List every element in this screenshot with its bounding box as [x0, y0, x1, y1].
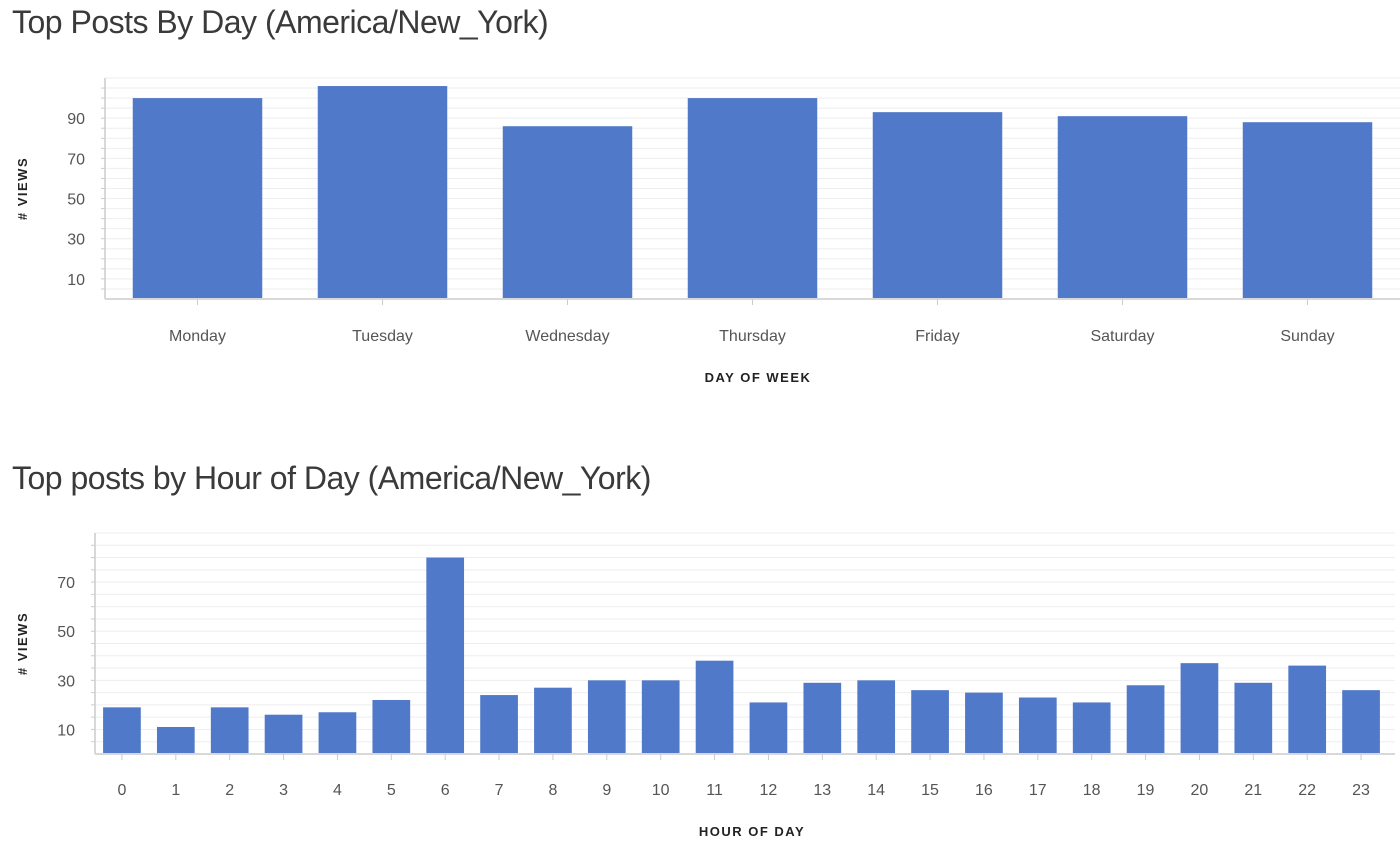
bar-7	[480, 695, 518, 754]
x-tick-label: 11	[706, 782, 723, 799]
bar-18	[1072, 702, 1111, 754]
x-tick-label: 9	[602, 782, 611, 799]
y-tick-label: 90	[67, 111, 85, 128]
x-tick-label: Tuesday	[352, 328, 413, 345]
bar-4	[318, 712, 357, 754]
x-tick-label: Thursday	[719, 328, 786, 345]
x-tick-label: 10	[652, 782, 670, 799]
bar-16	[965, 692, 1003, 754]
bar-5	[372, 699, 411, 754]
bar-friday	[872, 112, 1003, 299]
bar-tuesday	[317, 86, 448, 299]
x-tick-label: 0	[117, 782, 126, 799]
x-axis-title: DAY OF WEEK	[705, 370, 812, 385]
y-tick-label: 70	[57, 575, 75, 592]
bar-thursday	[687, 98, 818, 299]
x-tick-label: 7	[495, 782, 504, 799]
x-tick-label: 3	[279, 782, 288, 799]
bar-22	[1288, 665, 1327, 754]
x-tick-label: 1	[171, 782, 180, 799]
x-tick-label: 14	[867, 782, 885, 799]
x-tick-label: 21	[1244, 782, 1262, 799]
y-tick-label: 10	[57, 722, 75, 739]
bar-17	[1018, 697, 1057, 754]
x-tick-label: Saturday	[1090, 328, 1154, 345]
bar-sunday	[1242, 122, 1373, 299]
x-tick-label: Monday	[169, 328, 226, 345]
x-tick-label: 19	[1137, 782, 1155, 799]
x-tick-label: 17	[1029, 782, 1047, 799]
bar-monday	[132, 98, 263, 299]
x-tick-label: 2	[225, 782, 234, 799]
bar-1	[156, 726, 195, 754]
bar-20	[1180, 663, 1219, 754]
bar-chart-by-day: 10 30 50 70 90 Monday Tuesday Wednesday Thursday…	[15, 77, 1400, 385]
y-tick-label: 50	[67, 192, 85, 209]
x-tick-label: 8	[548, 782, 557, 799]
x-axis-title: HOUR OF DAY	[699, 824, 805, 839]
bar-21	[1234, 682, 1273, 754]
bar-14	[857, 680, 896, 754]
bar-15	[911, 690, 949, 754]
x-tick-label: 23	[1352, 782, 1370, 799]
x-tick-label: 20	[1191, 782, 1209, 799]
x-tick-label: 16	[975, 782, 993, 799]
chart-title-by-day: Top Posts By Day (America/New_York)	[12, 4, 549, 40]
bar-6	[426, 557, 465, 754]
y-tick-label: 50	[57, 624, 75, 641]
bar-2	[210, 707, 249, 754]
y-tick-label: 10	[67, 272, 85, 289]
bar-9	[587, 680, 626, 754]
y-axis-title: # VIEWS	[15, 157, 30, 220]
x-tick-label: 13	[813, 782, 831, 799]
bar-saturday	[1057, 116, 1188, 299]
y-tick-label: 30	[57, 673, 75, 690]
x-tick-label: 6	[441, 782, 450, 799]
bar-23	[1342, 690, 1380, 754]
x-tick-label: Sunday	[1280, 328, 1334, 345]
bar-19	[1126, 685, 1165, 754]
x-tick-label: Wednesday	[525, 328, 609, 345]
x-tick-label: 4	[333, 782, 342, 799]
x-tick-label: 12	[760, 782, 778, 799]
bar-wednesday	[502, 126, 633, 299]
x-tick-label: 15	[921, 782, 939, 799]
bar-10	[641, 680, 680, 754]
chart-title-by-hour: Top posts by Hour of Day (America/New_Yo…	[12, 460, 651, 496]
bar-0	[103, 707, 141, 754]
x-tick-label: Friday	[915, 328, 959, 345]
bar-3	[264, 714, 303, 754]
bar-13	[803, 682, 842, 754]
x-tick-label: 22	[1298, 782, 1316, 799]
y-axis-title: # VIEWS	[15, 612, 30, 675]
y-tick-label: 30	[67, 232, 85, 249]
bar-8	[534, 687, 572, 754]
x-tick-label: 5	[387, 782, 396, 799]
x-tick-label: 18	[1083, 782, 1101, 799]
bar-11	[695, 660, 734, 754]
y-tick-label: 70	[67, 151, 85, 168]
bar-12	[749, 702, 788, 754]
